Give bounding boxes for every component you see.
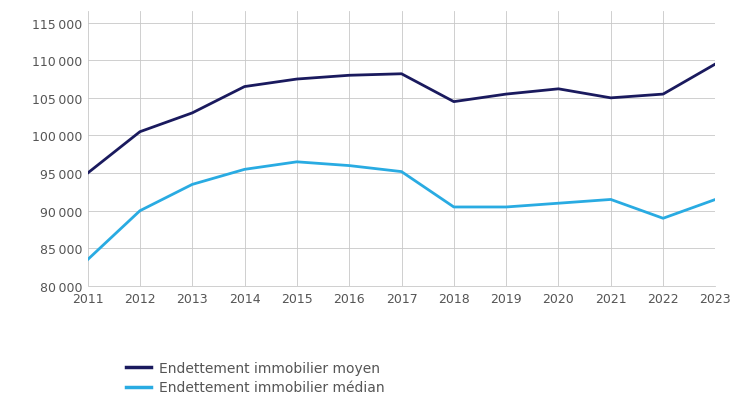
Endettement immobilier médian	[136, 209, 145, 213]
Endettement immobilier médian	[83, 258, 92, 263]
Endettement immobilier médian	[450, 205, 458, 210]
Endettement immobilier moyen	[293, 77, 301, 82]
Legend: Endettement immobilier moyen, Endettement immobilier médian: Endettement immobilier moyen, Endettemen…	[126, 361, 385, 394]
Endettement immobilier moyen	[240, 85, 249, 90]
Endettement immobilier moyen	[136, 130, 145, 135]
Endettement immobilier moyen	[450, 100, 458, 105]
Endettement immobilier médian	[293, 160, 301, 165]
Endettement immobilier médian	[188, 182, 196, 187]
Endettement immobilier moyen	[345, 74, 353, 79]
Endettement immobilier moyen	[502, 92, 510, 97]
Line: Endettement immobilier médian: Endettement immobilier médian	[88, 162, 715, 260]
Endettement immobilier médian	[240, 167, 249, 172]
Endettement immobilier moyen	[607, 96, 615, 101]
Endettement immobilier moyen	[711, 62, 720, 67]
Endettement immobilier moyen	[83, 171, 92, 176]
Endettement immobilier médian	[658, 216, 667, 221]
Endettement immobilier médian	[711, 198, 720, 202]
Endettement immobilier médian	[502, 205, 510, 210]
Endettement immobilier moyen	[188, 111, 196, 116]
Endettement immobilier médian	[345, 164, 353, 169]
Line: Endettement immobilier moyen: Endettement immobilier moyen	[88, 65, 715, 174]
Endettement immobilier moyen	[554, 87, 563, 92]
Endettement immobilier moyen	[658, 92, 667, 97]
Endettement immobilier moyen	[397, 72, 406, 77]
Endettement immobilier médian	[607, 198, 615, 202]
Endettement immobilier médian	[554, 201, 563, 206]
Endettement immobilier médian	[397, 170, 406, 175]
